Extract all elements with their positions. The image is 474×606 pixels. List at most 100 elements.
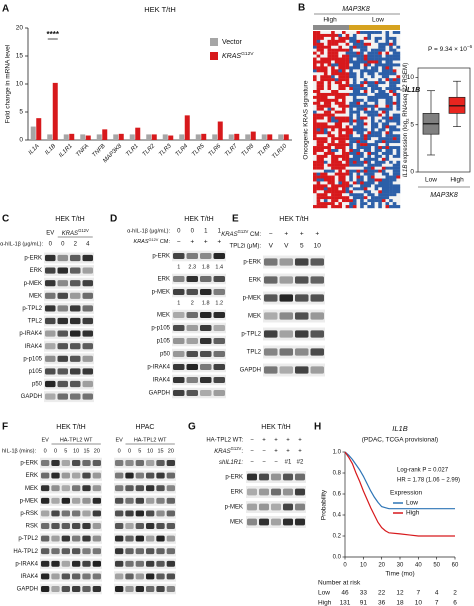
- bar: [228, 134, 234, 140]
- heatmap-cell: [385, 193, 390, 197]
- heatmap-cell: [334, 81, 339, 85]
- heatmap-cell: [371, 193, 375, 197]
- heatmap-cell: [323, 63, 328, 67]
- blot-band: [72, 510, 81, 517]
- heatmap-cell: [392, 134, 397, 138]
- blot-band: [247, 473, 257, 481]
- heatmap-cell: [352, 184, 357, 188]
- blot-row-label: GAPDH: [21, 394, 42, 400]
- heatmap-cell: [331, 143, 335, 147]
- heatmap-cell: [331, 31, 335, 35]
- heatmap-cell: [320, 143, 325, 147]
- heatmap-cell: [389, 178, 393, 182]
- blot-band: [125, 523, 134, 529]
- heatmap-cell: [363, 84, 368, 88]
- heatmap-cell: [356, 140, 361, 144]
- blot-band: [279, 366, 293, 374]
- heatmap-cell: [389, 166, 393, 170]
- heatmap-cell: [356, 110, 361, 114]
- treatment-value: +: [204, 239, 208, 246]
- blot-background: [172, 273, 226, 285]
- blot-band: [61, 523, 70, 529]
- heatmap-cell: [323, 57, 328, 61]
- condition-value: −: [262, 460, 266, 466]
- heatmap-cell: [349, 75, 354, 79]
- heatmap-cell: [378, 31, 383, 35]
- heatmap-cell: [331, 87, 335, 91]
- heatmap-cell: [378, 75, 383, 79]
- heatmap-cell: [345, 110, 350, 114]
- blot-band: [82, 330, 93, 337]
- heatmap-cell: [334, 202, 339, 206]
- heatmap-cell: [316, 160, 321, 164]
- blot-row-label: p-RSK: [20, 511, 38, 517]
- heatmap-cell: [345, 51, 350, 55]
- heatmap-cell: [356, 137, 361, 141]
- heatmap-cell: [320, 84, 325, 88]
- heatmap-cell: [363, 146, 368, 150]
- blot-band: [173, 276, 185, 282]
- blot-band: [92, 472, 101, 479]
- heatmap-cell: [331, 78, 335, 82]
- heatmap-cell: [385, 39, 390, 43]
- heatmap-cell: [331, 66, 335, 70]
- heatmap-cell: [374, 160, 379, 164]
- heatmap-cell: [360, 146, 364, 150]
- heatmap-cell: [392, 84, 397, 88]
- x-tick-label: 60: [452, 563, 459, 569]
- treatment-value: 10: [314, 243, 322, 250]
- heatmap-cell: [367, 98, 372, 102]
- heatmap-cell: [371, 119, 375, 123]
- heatmap-cell: [327, 72, 332, 76]
- bar: [283, 134, 289, 140]
- blot-band: [135, 535, 144, 542]
- condition-label: HA-TPL2 WT:: [206, 438, 243, 444]
- heatmap-cell: [349, 172, 354, 176]
- heatmap-cell: [392, 60, 397, 64]
- heatmap-cell: [371, 45, 375, 49]
- heatmap-cell: [363, 193, 368, 197]
- heatmap-cell: [396, 143, 401, 147]
- heatmap-cell: [374, 151, 379, 156]
- heatmap-cell: [331, 134, 335, 138]
- panel-title: HEK T/tH: [184, 216, 213, 223]
- blot-band: [146, 472, 155, 479]
- heatmap-cell: [352, 63, 357, 67]
- heatmap-cell: [374, 128, 379, 132]
- bar: [261, 134, 267, 140]
- heatmap-cell: [371, 143, 375, 147]
- heatmap-cell: [323, 60, 328, 64]
- heatmap-cell: [378, 166, 383, 170]
- heatmap-cell: [360, 39, 364, 43]
- heatmap-cell: [313, 193, 317, 197]
- heatmap-cell: [360, 187, 364, 191]
- heatmap-cell: [338, 163, 343, 167]
- heatmap-cell: [396, 107, 401, 111]
- heatmap-cell: [313, 175, 317, 179]
- blot-band: [57, 380, 68, 388]
- heatmap-cell: [367, 157, 372, 161]
- heatmap-cell: [367, 60, 372, 64]
- heatmap-cell: [342, 166, 346, 170]
- lane-group: KRASG12V: [62, 228, 89, 237]
- heatmap-cell: [356, 202, 361, 206]
- heatmap-cell: [352, 178, 357, 182]
- heatmap-cell: [316, 75, 321, 79]
- heatmap-cell: [349, 157, 354, 161]
- heatmap-cell: [360, 116, 364, 120]
- heatmap-cell: [389, 157, 393, 161]
- heatmap-cell: [342, 196, 346, 200]
- heatmap-cell: [363, 122, 368, 126]
- heatmap-cell: [320, 66, 325, 70]
- heatmap-cell: [371, 178, 375, 182]
- heatmap-cell: [356, 187, 361, 191]
- heatmap-cell: [316, 125, 321, 129]
- heatmap-cell: [342, 98, 346, 102]
- blot-band: [92, 548, 101, 555]
- heatmap-cell: [381, 98, 386, 102]
- blot-band: [283, 518, 293, 526]
- condition-label: shIL1R1:: [219, 460, 243, 466]
- heatmap-cell: [396, 78, 401, 82]
- heatmap-cell: [389, 163, 393, 167]
- blot-background: [44, 315, 94, 327]
